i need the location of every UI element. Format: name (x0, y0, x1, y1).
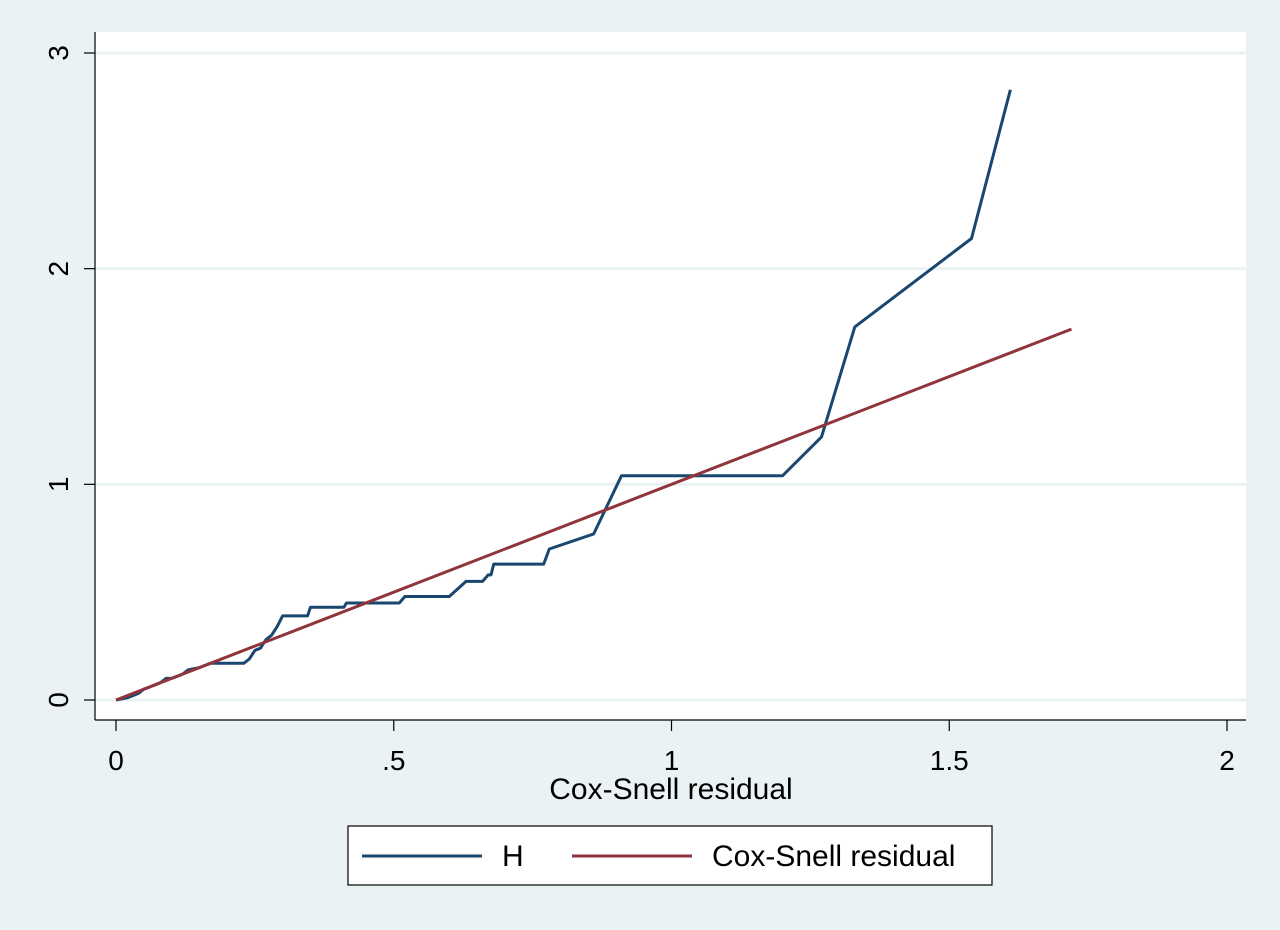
plot-area (95, 32, 1246, 720)
series-lines (115, 89, 1073, 702)
legend-label-h: H (502, 840, 524, 873)
x-tick-label: .5 (382, 745, 405, 776)
legend: H Cox-Snell residual (347, 825, 993, 886)
y-tick-label: 1 (43, 477, 74, 493)
y-tick-label: 2 (43, 261, 74, 277)
series-line-cox-snell-residual (115, 327, 1073, 702)
x-tick-label: 2 (1219, 745, 1235, 776)
y-tick-label: 3 (43, 45, 74, 61)
x-axis-title: Cox-Snell residual (549, 773, 792, 806)
x-tick-label: 1 (664, 745, 680, 776)
x-ticks: 0 .5 1 1.5 2 (108, 720, 1235, 776)
x-tick-label: 1.5 (930, 745, 969, 776)
y-gridlines (95, 51, 1246, 702)
x-tick-label: 0 (108, 745, 124, 776)
y-tick-label: 0 (43, 692, 74, 708)
axes (94, 32, 1246, 721)
legend-label-cox-snell: Cox-Snell residual (712, 840, 955, 873)
y-ticks: 0 1 2 3 (43, 45, 95, 708)
